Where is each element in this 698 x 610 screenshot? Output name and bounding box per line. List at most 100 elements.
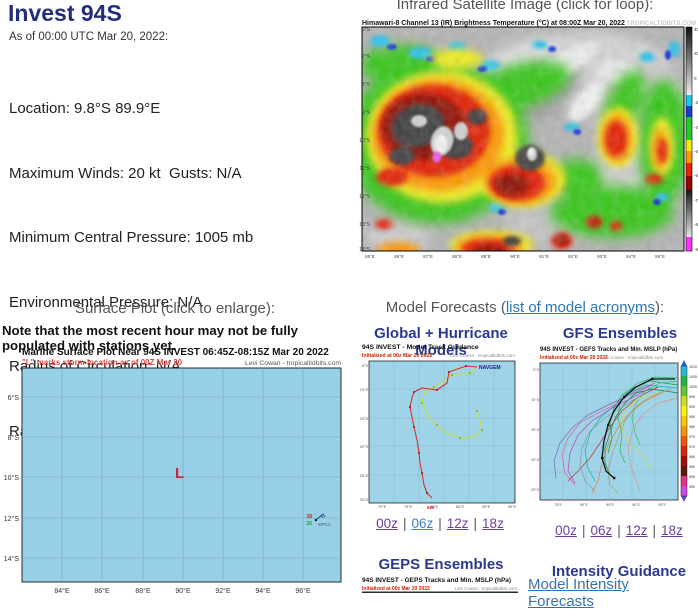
gefs-spaghetti-tracks	[553, 376, 679, 494]
svg-text:14°S: 14°S	[359, 247, 371, 253]
svg-text:10°S: 10°S	[359, 138, 371, 144]
track-guidance-thumbnail[interactable]: 94S INVEST - Model Track Guidance Initia…	[358, 340, 518, 514]
svg-text:95°E: 95°E	[655, 254, 665, 259]
track-run-link-18z[interactable]: 18z	[482, 516, 504, 531]
svg-text:8°S: 8°S	[8, 434, 20, 442]
track-thumb-init: Initialized at 00z Mar 20 2022	[362, 353, 432, 359]
svg-text:40: 40	[694, 27, 698, 32]
svg-text:90°E: 90°E	[510, 254, 520, 259]
svg-text:92°E: 92°E	[215, 587, 231, 593]
svg-text:30°S: 30°S	[360, 498, 369, 502]
svg-text:89°E: 89°E	[481, 254, 491, 259]
satellite-watermark: TROPICALTIDBITS.COM	[627, 21, 696, 27]
model-intensity-forecasts-link[interactable]: Model Intensity Forecasts	[528, 576, 629, 610]
gfs-ensembles-header: GFS Ensembles	[562, 325, 678, 342]
svg-text:14°S: 14°S	[4, 555, 19, 563]
surface-plot-credit: Levi Cowan - tropicaltidbits.com	[245, 360, 341, 367]
svg-text:10°S: 10°S	[4, 474, 19, 482]
link-separator: |	[473, 516, 478, 531]
gefs-colorbar: 1010 1005 1000 995 990 985 980 975 970 9…	[680, 360, 697, 502]
svg-text:20°S: 20°S	[531, 458, 539, 462]
svg-text:10°S: 10°S	[531, 398, 539, 402]
geps-ensembles-header: GEPS Ensembles	[378, 556, 504, 573]
svg-text:0: 0	[694, 76, 697, 81]
surface-plot[interactable]: Marine Surface Plot Near 94S INVEST 06:4…	[4, 340, 348, 593]
svg-text:70°E: 70°E	[378, 505, 387, 509]
geps-thumbnail[interactable]: 94S INVEST - GEPS Tracks and Min. MSLP (…	[360, 570, 520, 593]
svg-text:960: 960	[689, 465, 695, 469]
gefs-thumbnail[interactable]: 94S INVEST - GEFS Tracks and Min. MSLP (…	[528, 342, 698, 512]
svg-text:-80: -80	[694, 222, 698, 227]
svg-text:95°E: 95°E	[658, 503, 666, 507]
models-header-suffix: ):	[655, 299, 665, 316]
svg-text:-90: -90	[694, 247, 698, 252]
svg-text:92°E: 92°E	[568, 254, 578, 259]
surface-map: 6°S 8°S 10°S 12°S 14°S 84°E 86°E 88°E 90…	[4, 367, 342, 593]
station-plot: 28 26 WPCC	[306, 513, 331, 527]
svg-text:90°E: 90°E	[632, 503, 640, 507]
gefs-thumb-title: 94S INVEST - GEFS Tracks and Min. MSLP (…	[540, 347, 677, 353]
svg-text:25°S: 25°S	[360, 474, 369, 478]
svg-text:975: 975	[689, 435, 695, 439]
svg-text:13°S: 13°S	[359, 222, 371, 228]
track-storm-label: 94S	[427, 505, 435, 510]
svg-text:-70: -70	[694, 198, 698, 203]
svg-text:91°E: 91°E	[539, 254, 549, 259]
gefs-lat-axis: 5°S 10°S 15°S 20°S 25°S	[531, 368, 539, 492]
gefs-run-link-00z[interactable]: 00z	[555, 523, 577, 538]
gefs-run-link-18z[interactable]: 18z	[661, 523, 683, 538]
svg-text:80°E: 80°E	[580, 503, 588, 507]
station-id: WPCC	[318, 522, 331, 527]
svg-text:80°E: 80°E	[430, 505, 439, 509]
svg-text:-60: -60	[694, 173, 698, 178]
surface-lon-axis: 84°E 86°E 88°E 90°E 92°E 94°E 96°E	[54, 587, 311, 593]
svg-text:9°S: 9°S	[362, 110, 371, 116]
svg-text:15°S: 15°S	[531, 428, 539, 432]
svg-text:88°E: 88°E	[452, 254, 462, 259]
gefs-run-links: 00z | 06z | 12z | 18z	[540, 523, 698, 538]
track-thumb-title: 94S INVEST - Model Track Guidance	[362, 344, 479, 351]
gefs-thumb-credit: Levi Cowan - tropicaltidbits.com	[601, 355, 663, 360]
intensity-guidance-header: Intensity Guidance	[551, 563, 687, 580]
geps-thumb-title: 94S INVEST - GEPS Tracks and Min. MSLP (…	[362, 577, 511, 584]
station-temp: 28	[306, 514, 312, 520]
svg-text:95°E: 95°E	[508, 505, 517, 509]
svg-text:5°S: 5°S	[533, 368, 539, 372]
model-acronyms-link[interactable]: list of model acronyms	[505, 299, 656, 316]
gefs-thumb-init: Initialized at 00z Mar 20 2022	[540, 355, 608, 361]
svg-text:12°S: 12°S	[359, 194, 371, 200]
track-run-links: 00z | 06z | 12z | 18z	[358, 516, 522, 531]
global-models-header: Global + Hurricane Models	[374, 325, 508, 359]
surface-plot-subtitle: "L" marks storm location as of 00Z Mar 2…	[22, 358, 183, 367]
svg-text:87°E: 87°E	[423, 254, 433, 259]
track-model-b	[421, 366, 483, 439]
svg-text:7°S: 7°S	[362, 54, 371, 60]
svg-text:950: 950	[689, 485, 695, 489]
track-run-link-12z[interactable]: 12z	[446, 516, 469, 531]
gefs-mean-markers	[601, 377, 654, 480]
models-header-prefix: Model Forecasts (	[385, 299, 506, 316]
track-model-a	[409, 365, 478, 499]
track-run-link-00z[interactable]: 00z	[376, 516, 398, 531]
svg-text:25°S: 25°S	[531, 488, 539, 492]
track-lat-axis: 5°S 10°S 15°S 20°S 25°S 30°S	[360, 364, 369, 502]
track-run-link-06z[interactable]: 06z	[411, 516, 434, 531]
satellite-map: 6°S 7°S 8°S 9°S 10°S 11°S 12°S 13°S 14°S…	[359, 26, 685, 259]
svg-text:11°S: 11°S	[359, 166, 370, 172]
svg-text:955: 955	[689, 475, 695, 479]
svg-text:96°E: 96°E	[295, 587, 311, 593]
satellite-plot-title: Himawari-8 Channel 13 (IR) Brightness Te…	[362, 19, 625, 27]
surface-lat-axis: 6°S 8°S 10°S 12°S 14°S	[4, 394, 19, 563]
wind-barb-icon	[315, 513, 326, 521]
svg-text:90°E: 90°E	[175, 587, 191, 593]
link-separator: |	[652, 523, 657, 538]
gefs-run-link-06z[interactable]: 06z	[590, 523, 613, 538]
svg-text:86°E: 86°E	[394, 254, 404, 259]
svg-text:1005: 1005	[689, 375, 697, 379]
satellite-image[interactable]: Himawari-8 Channel 13 (IR) Brightness Te…	[352, 18, 698, 259]
gefs-run-link-12z[interactable]: 12z	[625, 523, 648, 538]
svg-text:84°E: 84°E	[54, 587, 70, 593]
gefs-lon-axis: 75°E 80°E 85°E 90°E 95°E	[554, 503, 666, 507]
svg-text:6°S: 6°S	[362, 27, 371, 33]
navgem-label: NAVGEM	[479, 365, 501, 371]
